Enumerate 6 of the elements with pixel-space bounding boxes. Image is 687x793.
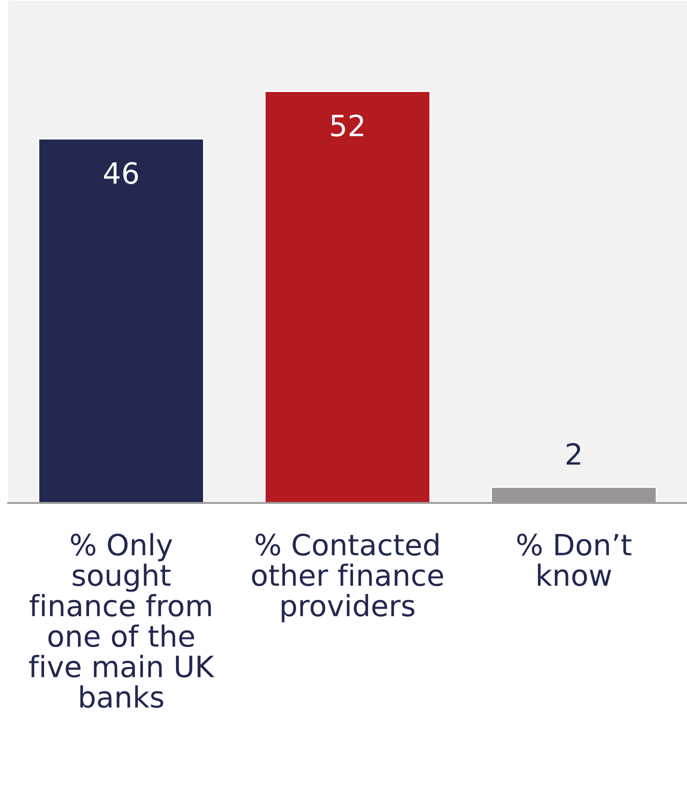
data-label: 2	[566, 442, 580, 465]
x-tick-label: % Contacted other finance providers	[252, 533, 444, 622]
x-tick-label: % Only sought finance from one of the five main UK banks	[29, 533, 215, 708]
data-label: 46	[104, 162, 138, 184]
data-label: 52	[331, 114, 364, 137]
x-tick-label: % Don’t know	[517, 534, 632, 586]
